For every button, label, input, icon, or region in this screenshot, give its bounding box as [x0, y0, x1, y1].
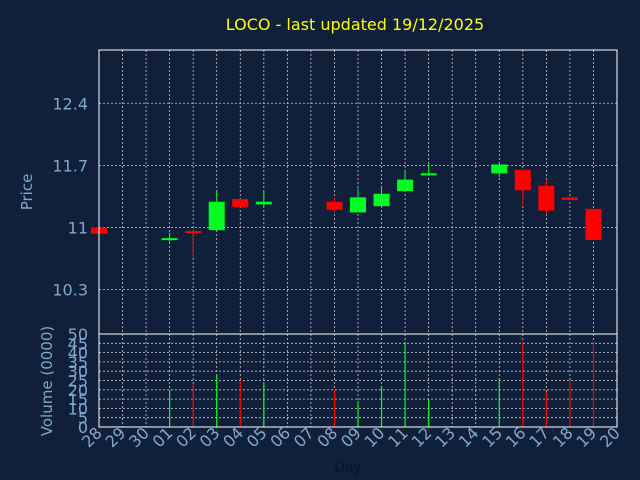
candle-body [373, 193, 390, 207]
candle-body [420, 173, 437, 176]
price-tick-label: 11.7 [52, 156, 88, 175]
price-axis-label: Price [18, 174, 36, 211]
chart-title: LOCO - last updated 19/12/2025 [226, 15, 484, 34]
price-tick-label: 11 [68, 219, 88, 238]
candle-body [326, 201, 343, 210]
volume-tick-label: 5 [78, 409, 88, 428]
candle-body [585, 208, 602, 240]
price-tick-label: 10.3 [52, 281, 88, 300]
volume-tick-label: 25 [68, 372, 88, 391]
volume-axis-label: Volume (0000) [38, 326, 56, 436]
volume-tick-label: 45 [68, 334, 88, 353]
volume-tick-label: 15 [68, 390, 88, 409]
candle-body [514, 169, 531, 191]
candle-body [161, 238, 178, 241]
candle-body [491, 164, 508, 174]
candle-body [185, 231, 202, 234]
volume-tick-label: 0 [78, 418, 88, 437]
volume-tick-label: 35 [68, 353, 88, 372]
x-axis: 2829300102030405060708091011121314151617… [78, 423, 624, 451]
x-axis-label: Day [334, 460, 362, 476]
candle-body [561, 197, 578, 200]
x-tick-label: 20 [596, 423, 624, 451]
volume-frame [98, 333, 618, 428]
volume-tick-label: 50 [68, 325, 88, 344]
candle-body [397, 179, 414, 192]
volume-tick-label: 40 [68, 344, 88, 363]
volume-tick-label: 20 [68, 381, 88, 400]
volume-tick-label: 30 [68, 362, 88, 381]
price-tick-label: 12.4 [52, 94, 88, 113]
candle-body [350, 197, 366, 213]
price-panel: 12.4 11.7 11 10.3 [52, 49, 618, 335]
candle-body [208, 201, 225, 231]
candle-body [232, 199, 249, 208]
candle-body [538, 185, 555, 211]
volume-tick-label: 10 [68, 399, 88, 418]
candle-body [255, 201, 272, 205]
